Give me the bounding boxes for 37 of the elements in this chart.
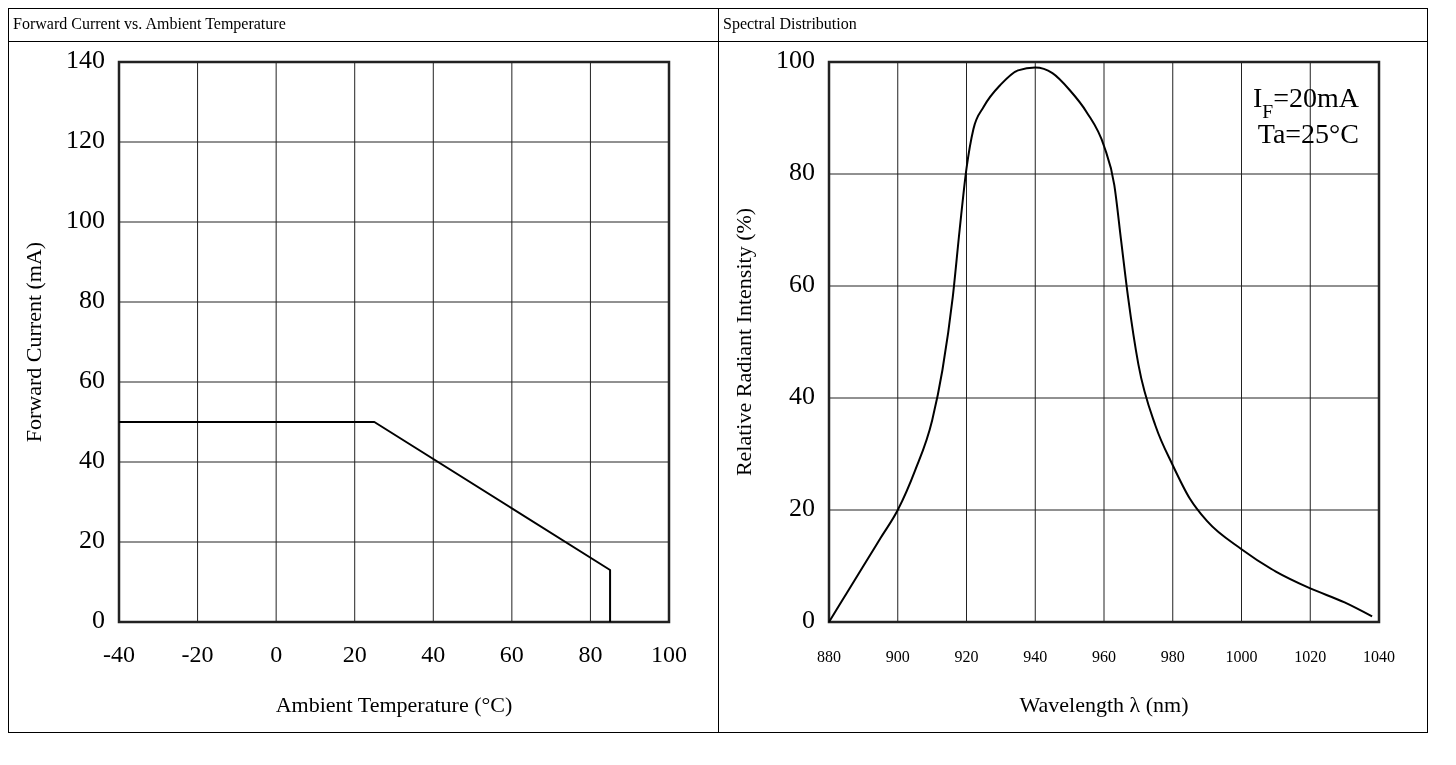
y-tick-label: 140 <box>66 44 105 74</box>
x-tick-label: 1000 <box>1225 648 1258 665</box>
x-tick-label: -20 <box>181 641 214 667</box>
x-tick-label: 40 <box>421 641 446 667</box>
x-axis-title: Wavelength λ (nm) <box>1019 692 1189 717</box>
y-tick-label: 40 <box>79 444 105 474</box>
y-tick-label: 80 <box>789 156 815 186</box>
y-tick-label: 0 <box>802 604 815 634</box>
chart-title: Spectral Distribution <box>719 9 1427 42</box>
y-tick-label: 100 <box>776 44 815 74</box>
y-tick-label: 20 <box>79 524 105 554</box>
x-tick-label: 60 <box>499 641 524 667</box>
y-tick-label: 0 <box>92 604 105 634</box>
x-tick-label: 880 <box>817 648 841 665</box>
x-axis-title: Ambient Temperature (°C) <box>275 692 513 717</box>
x-tick-label: 960 <box>1092 648 1116 665</box>
x-tick-label: 100 <box>651 641 687 667</box>
y-tick-label: 60 <box>79 364 105 394</box>
y-axis-title: Relative Radiant Intensity (%) <box>731 207 756 477</box>
y-axis-title: Forward Current (mA) <box>21 241 46 443</box>
x-tick-label: 1020 <box>1294 648 1327 665</box>
y-tick-label: 40 <box>789 380 815 410</box>
x-tick-label: 0 <box>270 641 283 667</box>
x-tick-label: 940 <box>1023 648 1048 665</box>
y-tick-label: 120 <box>66 124 105 154</box>
x-tick-label: 20 <box>342 641 367 667</box>
y-tick-label: 100 <box>66 204 105 234</box>
x-tick-label: 80 <box>578 641 603 667</box>
y-tick-label: 60 <box>789 268 815 298</box>
y-tick-label: 80 <box>79 284 105 314</box>
x-tick-label: 1040 <box>1363 648 1395 665</box>
x-tick-label: 980 <box>1160 648 1185 665</box>
x-tick-label: -40 <box>103 641 135 667</box>
y-tick-label: 20 <box>789 492 815 522</box>
x-tick-label: 920 <box>954 648 979 665</box>
x-tick-label: 900 <box>885 648 910 665</box>
chart-title: Forward Current vs. Ambient Temperature <box>9 9 718 42</box>
